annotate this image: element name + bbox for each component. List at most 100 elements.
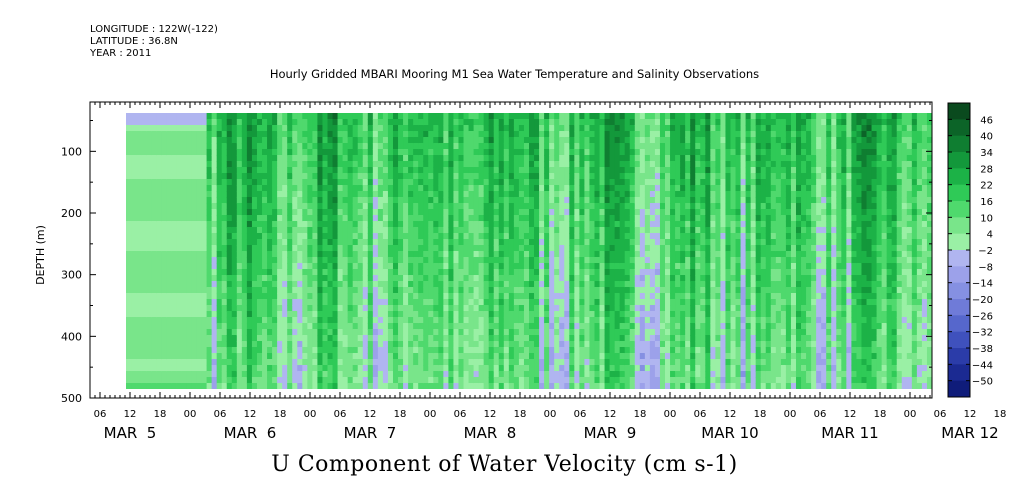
heatmap-cell xyxy=(418,125,424,132)
heatmap-cell xyxy=(403,371,409,378)
heatmap-cell xyxy=(246,239,253,246)
heatmap-cell xyxy=(176,365,183,372)
heatmap-cell xyxy=(392,221,399,228)
heatmap-cell xyxy=(438,239,444,246)
heatmap-cell xyxy=(463,203,470,210)
heatmap-cell xyxy=(206,149,213,156)
heatmap-cell xyxy=(312,305,319,312)
heatmap-cell xyxy=(665,167,671,174)
heatmap-cell xyxy=(523,299,530,306)
heatmap-cell xyxy=(277,161,283,168)
heatmap-cell xyxy=(523,125,530,132)
heatmap-cell xyxy=(176,143,183,150)
heatmap-cell xyxy=(241,155,248,162)
heatmap-cell xyxy=(398,119,404,126)
heatmap-cell xyxy=(287,353,293,360)
heatmap-cell xyxy=(186,365,193,372)
heatmap-cell xyxy=(453,179,460,186)
heatmap-cell xyxy=(569,281,575,288)
heatmap-cell xyxy=(508,371,515,378)
heatmap-cell xyxy=(297,137,303,144)
heatmap-cell xyxy=(468,143,475,150)
heatmap-cell xyxy=(372,293,379,300)
heatmap-cell xyxy=(448,125,455,132)
heatmap-cell xyxy=(428,329,434,336)
heatmap-cell xyxy=(443,329,449,336)
heatmap-cell xyxy=(161,329,167,336)
heatmap-cell xyxy=(423,167,429,174)
heatmap-cell xyxy=(564,359,570,366)
heatmap-cell xyxy=(231,299,238,306)
heatmap-cell xyxy=(181,287,188,294)
heatmap-cell xyxy=(463,179,470,186)
heatmap-cell xyxy=(554,131,560,138)
heatmap-cell xyxy=(221,137,228,144)
heatmap-cell xyxy=(599,329,606,336)
heatmap-cell xyxy=(513,329,520,336)
heatmap-cell xyxy=(609,341,616,348)
heatmap-cell xyxy=(403,221,409,228)
heatmap-cell xyxy=(307,257,313,264)
heatmap-cell xyxy=(246,233,253,240)
heatmap-cell xyxy=(649,377,656,384)
heatmap-cell xyxy=(231,233,238,240)
heatmap-cell xyxy=(559,149,565,156)
heatmap-cell xyxy=(659,197,666,204)
heatmap-cell xyxy=(513,227,520,234)
heatmap-cell xyxy=(282,257,288,264)
heatmap-cell xyxy=(367,113,374,120)
heatmap-cell xyxy=(216,371,223,378)
heatmap-cell xyxy=(639,221,646,228)
heatmap-cell xyxy=(488,215,495,222)
heatmap-cell xyxy=(131,113,137,120)
heatmap-cell xyxy=(599,185,606,192)
heatmap-cell xyxy=(513,173,520,180)
heatmap-cell xyxy=(251,353,258,360)
heatmap-cell xyxy=(428,323,434,330)
heatmap-cell xyxy=(624,269,631,276)
heatmap-cell xyxy=(523,239,530,246)
heatmap-cell xyxy=(468,317,475,324)
heatmap-cell xyxy=(443,179,449,186)
heatmap-cell xyxy=(357,167,364,174)
heatmap-cell xyxy=(468,293,475,300)
heatmap-cell xyxy=(423,329,429,336)
heatmap-cell xyxy=(136,239,142,246)
heatmap-cell xyxy=(584,311,591,318)
heatmap-cell xyxy=(362,167,369,174)
heatmap-cell xyxy=(443,383,449,389)
heatmap-cell xyxy=(277,311,283,318)
heatmap-cell xyxy=(659,167,666,174)
heatmap-cell xyxy=(166,137,172,144)
heatmap-cell xyxy=(463,317,470,324)
heatmap-cell xyxy=(554,233,560,240)
heatmap-cell xyxy=(362,251,369,258)
heatmap-cell xyxy=(166,299,172,306)
heatmap-cell xyxy=(554,341,560,348)
heatmap-cell xyxy=(549,185,555,192)
heatmap-cell xyxy=(272,239,278,246)
heatmap-cell xyxy=(136,221,142,228)
heatmap-cell xyxy=(146,341,152,348)
heatmap-cell xyxy=(529,275,535,282)
heatmap-cell xyxy=(428,311,434,318)
heatmap-cell xyxy=(186,125,193,132)
heatmap-cell xyxy=(523,311,530,318)
heatmap-cell xyxy=(317,305,324,312)
heatmap-cell xyxy=(372,125,379,132)
heatmap-cell xyxy=(176,215,183,222)
heatmap-cell xyxy=(609,335,616,342)
heatmap-cell xyxy=(579,221,586,228)
heatmap-cell xyxy=(478,131,485,138)
heatmap-cell xyxy=(231,287,238,294)
heatmap-cell xyxy=(654,347,661,354)
heatmap-cell xyxy=(161,353,167,360)
heatmap-cell xyxy=(327,317,334,324)
heatmap-cell xyxy=(151,245,157,252)
heatmap-cell xyxy=(322,209,329,216)
heatmap-cell xyxy=(534,257,540,264)
heatmap-cell xyxy=(377,185,384,192)
heatmap-cell xyxy=(201,257,208,264)
heatmap-cell xyxy=(413,287,419,294)
heatmap-cell xyxy=(221,329,228,336)
